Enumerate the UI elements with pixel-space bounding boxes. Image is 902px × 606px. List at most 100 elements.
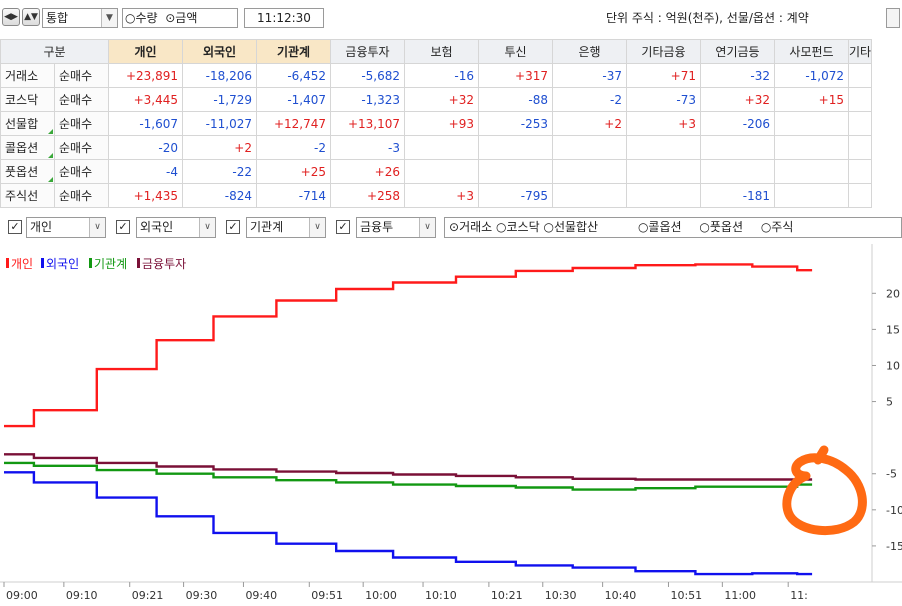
row-type-label: 순매수 — [54, 183, 109, 208]
table-cell — [626, 135, 701, 160]
table-cell: -73 — [626, 87, 701, 112]
table-cell: -1,607 — [108, 111, 183, 136]
unit-label: 단위 주식 : 억원(천주), 선물/옵션 : 계약 — [606, 11, 809, 25]
x-tick-label: 10:10 — [425, 589, 457, 602]
header-financial-investment[interactable]: 금융투자 — [330, 39, 405, 64]
series-select-2[interactable]: 외국인 ∨ — [136, 217, 216, 238]
row-market-label: 코스닥 — [0, 87, 55, 112]
header-pension[interactable]: 연기금등 — [700, 39, 775, 64]
chart-filter-bar: ✓ 개인 ∨ ✓ 외국인 ∨ ✓ 기관계 ∨ ✓ 금융투 ∨ ⊙거래소 ○코스닥 ○선물… — [0, 214, 902, 242]
row-market-label: 주식선 — [0, 183, 55, 208]
chevron-down-icon: ∨ — [419, 218, 435, 237]
table-cell: +93 — [404, 111, 479, 136]
table-row[interactable]: 거래소 순매수 +23,891 -18,206 -6,452 -5,682 -16 +317-… — [0, 63, 873, 88]
radio-stock-futures[interactable]: ○주식 — [760, 220, 794, 234]
series-line-개인 — [4, 263, 813, 428]
table-cell: -1,729 — [182, 87, 257, 112]
row-market-label: 선물합 — [0, 111, 55, 136]
table-cell: +23,891 — [108, 63, 183, 88]
header-foreign[interactable]: 외국인 — [182, 39, 257, 64]
table-cell — [774, 135, 849, 160]
prev-next-icon[interactable]: ◀▶ — [2, 8, 20, 26]
chevron-down-icon: ∨ — [309, 218, 325, 237]
header-other[interactable]: 기타 — [847, 39, 873, 64]
header-insurance[interactable]: 보험 — [404, 39, 479, 64]
table-cell: -2 — [552, 87, 627, 112]
table-cell — [626, 183, 701, 208]
chevron-down-icon: ▼ — [101, 9, 117, 27]
header-investment-trust[interactable]: 투신 — [478, 39, 553, 64]
legend-swatch — [41, 258, 44, 268]
series-select-1[interactable]: 개인 ∨ — [26, 217, 106, 238]
radio-put-option[interactable]: ○풋옵션 — [699, 220, 743, 234]
series-line-기관계 — [4, 461, 813, 491]
table-cell: -18,206 — [182, 63, 257, 88]
table-cell: -20 — [108, 135, 183, 160]
table-cell: +2 — [552, 111, 627, 136]
table-cell: +3 — [404, 183, 479, 208]
x-tick-label: 09:30 — [186, 589, 218, 602]
table-cell: -88 — [478, 87, 553, 112]
header-institution[interactable]: 기관계 — [256, 39, 331, 64]
unit-settings-button[interactable] — [886, 8, 900, 28]
legend-label: 외국인 — [46, 257, 79, 271]
table-cell: -714 — [256, 183, 331, 208]
header-private-fund[interactable]: 사모펀드 — [774, 39, 849, 64]
market-select[interactable]: 통합 ▼ — [42, 8, 118, 28]
expand-marker-icon — [48, 177, 53, 182]
checkbox-series-1[interactable]: ✓ — [8, 220, 22, 234]
series-select-3[interactable]: 기관계 ∨ — [246, 217, 326, 238]
x-tick-label: 09:51 — [311, 589, 343, 602]
header-other-finance[interactable]: 기타금융 — [626, 39, 701, 64]
series-line-외국인 — [4, 471, 813, 576]
header-bank[interactable]: 은행 — [552, 39, 627, 64]
table-cell — [774, 183, 849, 208]
up-down-icon[interactable]: ▲▼ — [22, 8, 40, 26]
table-cell — [552, 159, 627, 184]
mode-radio-group: ○수량 ⊙금액 — [122, 8, 238, 28]
market-select-value: 통합 — [46, 11, 69, 25]
radio-amount[interactable]: ⊙금액 — [161, 11, 198, 25]
radio-kospi[interactable]: ⊙거래소 — [449, 220, 493, 234]
table-cell — [552, 135, 627, 160]
row-market-label: 콜옵션 — [0, 135, 55, 160]
table-row[interactable]: 주식선 순매수 +1,435 -824 -714 +258 +3 -795 -181 — [0, 183, 873, 208]
row-type-label: 순매수 — [54, 87, 109, 112]
table-cell: +1,435 — [108, 183, 183, 208]
row-market-label: 거래소 — [0, 63, 55, 88]
expand-marker-icon — [48, 153, 53, 158]
series-line-금융투자 — [4, 453, 813, 481]
radio-call-option[interactable]: ○콜옵션 — [637, 220, 682, 234]
row-type-label: 순매수 — [54, 159, 109, 184]
table-cell: -2 — [256, 135, 331, 160]
checkbox-series-4[interactable]: ✓ — [336, 220, 350, 234]
investor-trend-chart: 20 15 10 5 -5 -10 -15 09:00 09:10 09:21 09:30 09:40… — [0, 244, 902, 603]
checkbox-series-3[interactable]: ✓ — [226, 220, 240, 234]
table-row[interactable]: 콜옵션 순매수 -20 +2 -2 -3 — [0, 135, 873, 160]
table-cell: +15 — [774, 87, 849, 112]
annotation-circle — [782, 453, 867, 536]
y-tick-label: -15 — [886, 540, 902, 553]
table-row[interactable]: 코스닥 순매수 +3,445 -1,729 -1,407 -1,323 +32 -88 -2 -7… — [0, 87, 873, 112]
radio-quantity[interactable]: ○수량 — [125, 11, 158, 25]
legend-label: 금융투자 — [142, 257, 186, 271]
checkbox-series-2[interactable]: ✓ — [116, 220, 130, 234]
table-cell: +13,107 — [330, 111, 405, 136]
table-cell — [847, 135, 873, 160]
table-cell: -181 — [700, 183, 775, 208]
table-cell: -1,072 — [774, 63, 849, 88]
table-cell: -5,682 — [330, 63, 405, 88]
radio-kosdaq[interactable]: ○코스닥 — [496, 220, 540, 234]
table-cell — [847, 159, 873, 184]
chevron-down-icon: ∨ — [89, 218, 105, 237]
legend-swatch — [6, 258, 9, 268]
table-cell: -1,407 — [256, 87, 331, 112]
chart-background — [0, 244, 902, 603]
series-select-4[interactable]: 금융투 ∨ — [356, 217, 436, 238]
header-individual[interactable]: 개인 — [108, 39, 183, 64]
table-row[interactable]: 풋옵션 순매수 -4 -22 +25 +26 — [0, 159, 873, 184]
table-cell: +2 — [182, 135, 257, 160]
table-cell: -6,452 — [256, 63, 331, 88]
table-row[interactable]: 선물합 순매수 -1,607 -11,027 +12,747 +13,107 +93 -253… — [0, 111, 873, 136]
radio-futures[interactable]: ○선물합산 — [543, 220, 599, 234]
